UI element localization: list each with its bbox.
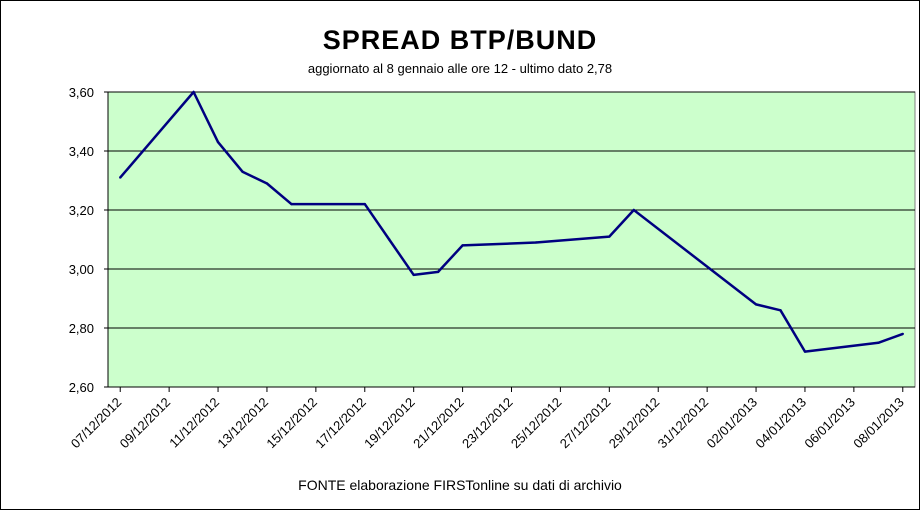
data-point xyxy=(265,182,269,185)
data-point xyxy=(632,208,635,212)
y-tick-label: 3,00 xyxy=(69,262,94,277)
data-point xyxy=(192,90,195,94)
chart-title: SPREAD BTP/BUND xyxy=(322,25,598,55)
data-point xyxy=(290,202,293,206)
x-tick-label: 31/12/2012 xyxy=(655,395,712,452)
data-point xyxy=(436,270,440,274)
plot-area xyxy=(107,91,916,388)
x-tick-label: 07/12/2012 xyxy=(68,395,125,452)
data-point xyxy=(901,332,904,336)
data-point xyxy=(754,303,758,306)
data-point xyxy=(412,273,415,277)
x-tick-label: 06/01/2013 xyxy=(801,395,858,452)
x-tick-label: 09/12/2012 xyxy=(117,395,174,452)
chart-source-note: FONTE elaborazione FIRSTonline su dati d… xyxy=(298,477,622,493)
y-tick-label: 3,20 xyxy=(69,203,94,218)
data-point xyxy=(461,244,464,247)
data-point xyxy=(363,202,366,206)
data-point xyxy=(779,309,782,312)
y-tick-label: 2,60 xyxy=(69,380,94,395)
data-point xyxy=(608,235,611,238)
data-point xyxy=(803,350,807,353)
data-point xyxy=(388,238,391,241)
x-tick-label: 29/12/2012 xyxy=(606,395,663,452)
x-tick-label: 25/12/2012 xyxy=(508,395,565,452)
x-tick-label: 17/12/2012 xyxy=(312,395,369,452)
y-tick-label: 3,40 xyxy=(69,144,94,159)
x-tick-label: 21/12/2012 xyxy=(410,395,467,452)
chart-subtitle: aggiornato al 8 gennaio alle ore 12 - ul… xyxy=(307,61,613,76)
data-point xyxy=(534,241,538,244)
x-tick-label: 23/12/2012 xyxy=(459,395,516,452)
x-tick-label: 08/01/2013 xyxy=(850,395,907,452)
y-tick-label: 2,80 xyxy=(69,321,94,336)
data-point xyxy=(877,341,880,344)
data-point xyxy=(216,140,220,144)
x-tick-label: 13/12/2012 xyxy=(214,395,271,452)
x-tick-label: 04/01/2013 xyxy=(752,395,809,452)
x-tick-label: 27/12/2012 xyxy=(557,395,614,452)
data-point xyxy=(241,170,244,173)
x-tick-label: 19/12/2012 xyxy=(361,395,418,452)
x-tick-label: 11/12/2012 xyxy=(166,395,222,451)
data-point xyxy=(119,176,122,179)
x-tick-label: 15/12/2012 xyxy=(263,395,320,452)
y-tick-label: 3,60 xyxy=(69,85,94,100)
x-tick-label: 02/01/2013 xyxy=(704,395,761,452)
